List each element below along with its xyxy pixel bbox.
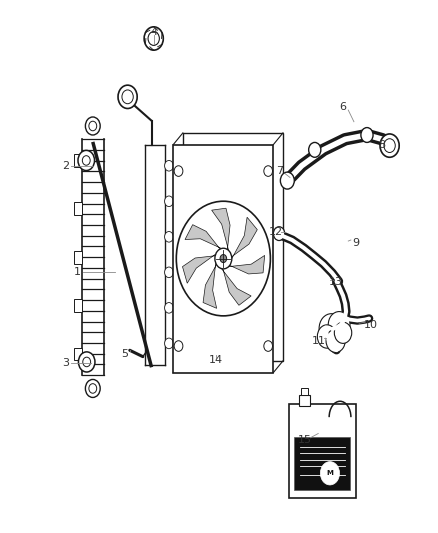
Circle shape	[148, 31, 159, 45]
Text: 15: 15	[298, 435, 312, 446]
Circle shape	[380, 134, 399, 157]
Text: 4: 4	[150, 27, 157, 37]
Polygon shape	[203, 263, 217, 308]
Circle shape	[165, 231, 173, 242]
Circle shape	[165, 303, 173, 313]
Circle shape	[89, 121, 97, 131]
Bar	[301, 389, 308, 395]
Circle shape	[82, 156, 90, 165]
Circle shape	[165, 196, 173, 207]
Text: 1: 1	[74, 267, 81, 277]
Polygon shape	[212, 208, 230, 251]
FancyBboxPatch shape	[289, 405, 356, 498]
FancyBboxPatch shape	[294, 437, 350, 490]
Circle shape	[83, 357, 91, 367]
Polygon shape	[185, 225, 222, 249]
Polygon shape	[232, 217, 257, 259]
Circle shape	[361, 127, 373, 142]
Circle shape	[174, 341, 183, 351]
Circle shape	[89, 384, 97, 393]
Circle shape	[165, 160, 173, 171]
Circle shape	[85, 379, 100, 398]
Circle shape	[334, 322, 352, 343]
Circle shape	[320, 462, 339, 485]
Text: 8: 8	[378, 140, 385, 150]
Text: 12: 12	[268, 227, 283, 237]
Polygon shape	[222, 269, 251, 305]
Circle shape	[78, 150, 95, 171]
Text: 14: 14	[209, 356, 223, 365]
Circle shape	[78, 352, 95, 372]
Text: 2: 2	[62, 161, 69, 171]
Bar	[74, 251, 82, 264]
Circle shape	[118, 85, 137, 109]
Circle shape	[177, 201, 270, 316]
Text: 5: 5	[121, 349, 128, 359]
Circle shape	[328, 312, 350, 338]
Text: 10: 10	[364, 320, 378, 330]
Text: 7: 7	[276, 166, 283, 176]
Text: 6: 6	[339, 102, 346, 112]
Bar	[300, 395, 310, 407]
Bar	[183, 133, 283, 361]
Text: 13: 13	[328, 277, 343, 287]
Bar	[74, 154, 82, 167]
Polygon shape	[229, 255, 265, 274]
Text: 11: 11	[312, 336, 326, 346]
Circle shape	[85, 117, 100, 135]
Circle shape	[384, 139, 395, 152]
Circle shape	[280, 172, 294, 189]
Text: M: M	[326, 470, 333, 477]
Bar	[74, 203, 82, 215]
Circle shape	[165, 267, 173, 278]
Circle shape	[122, 90, 133, 104]
Circle shape	[264, 166, 272, 176]
Bar	[74, 299, 82, 312]
Circle shape	[220, 255, 226, 263]
Circle shape	[318, 325, 336, 348]
Text: 9: 9	[353, 238, 360, 248]
Bar	[173, 144, 273, 373]
Circle shape	[215, 248, 232, 269]
Polygon shape	[183, 254, 216, 283]
Text: 3: 3	[62, 358, 69, 368]
Bar	[74, 348, 82, 360]
Circle shape	[144, 27, 163, 50]
Circle shape	[319, 314, 343, 343]
Circle shape	[273, 227, 285, 240]
Circle shape	[264, 341, 272, 351]
Circle shape	[165, 338, 173, 349]
Circle shape	[326, 329, 345, 352]
Circle shape	[174, 166, 183, 176]
Circle shape	[309, 142, 321, 157]
